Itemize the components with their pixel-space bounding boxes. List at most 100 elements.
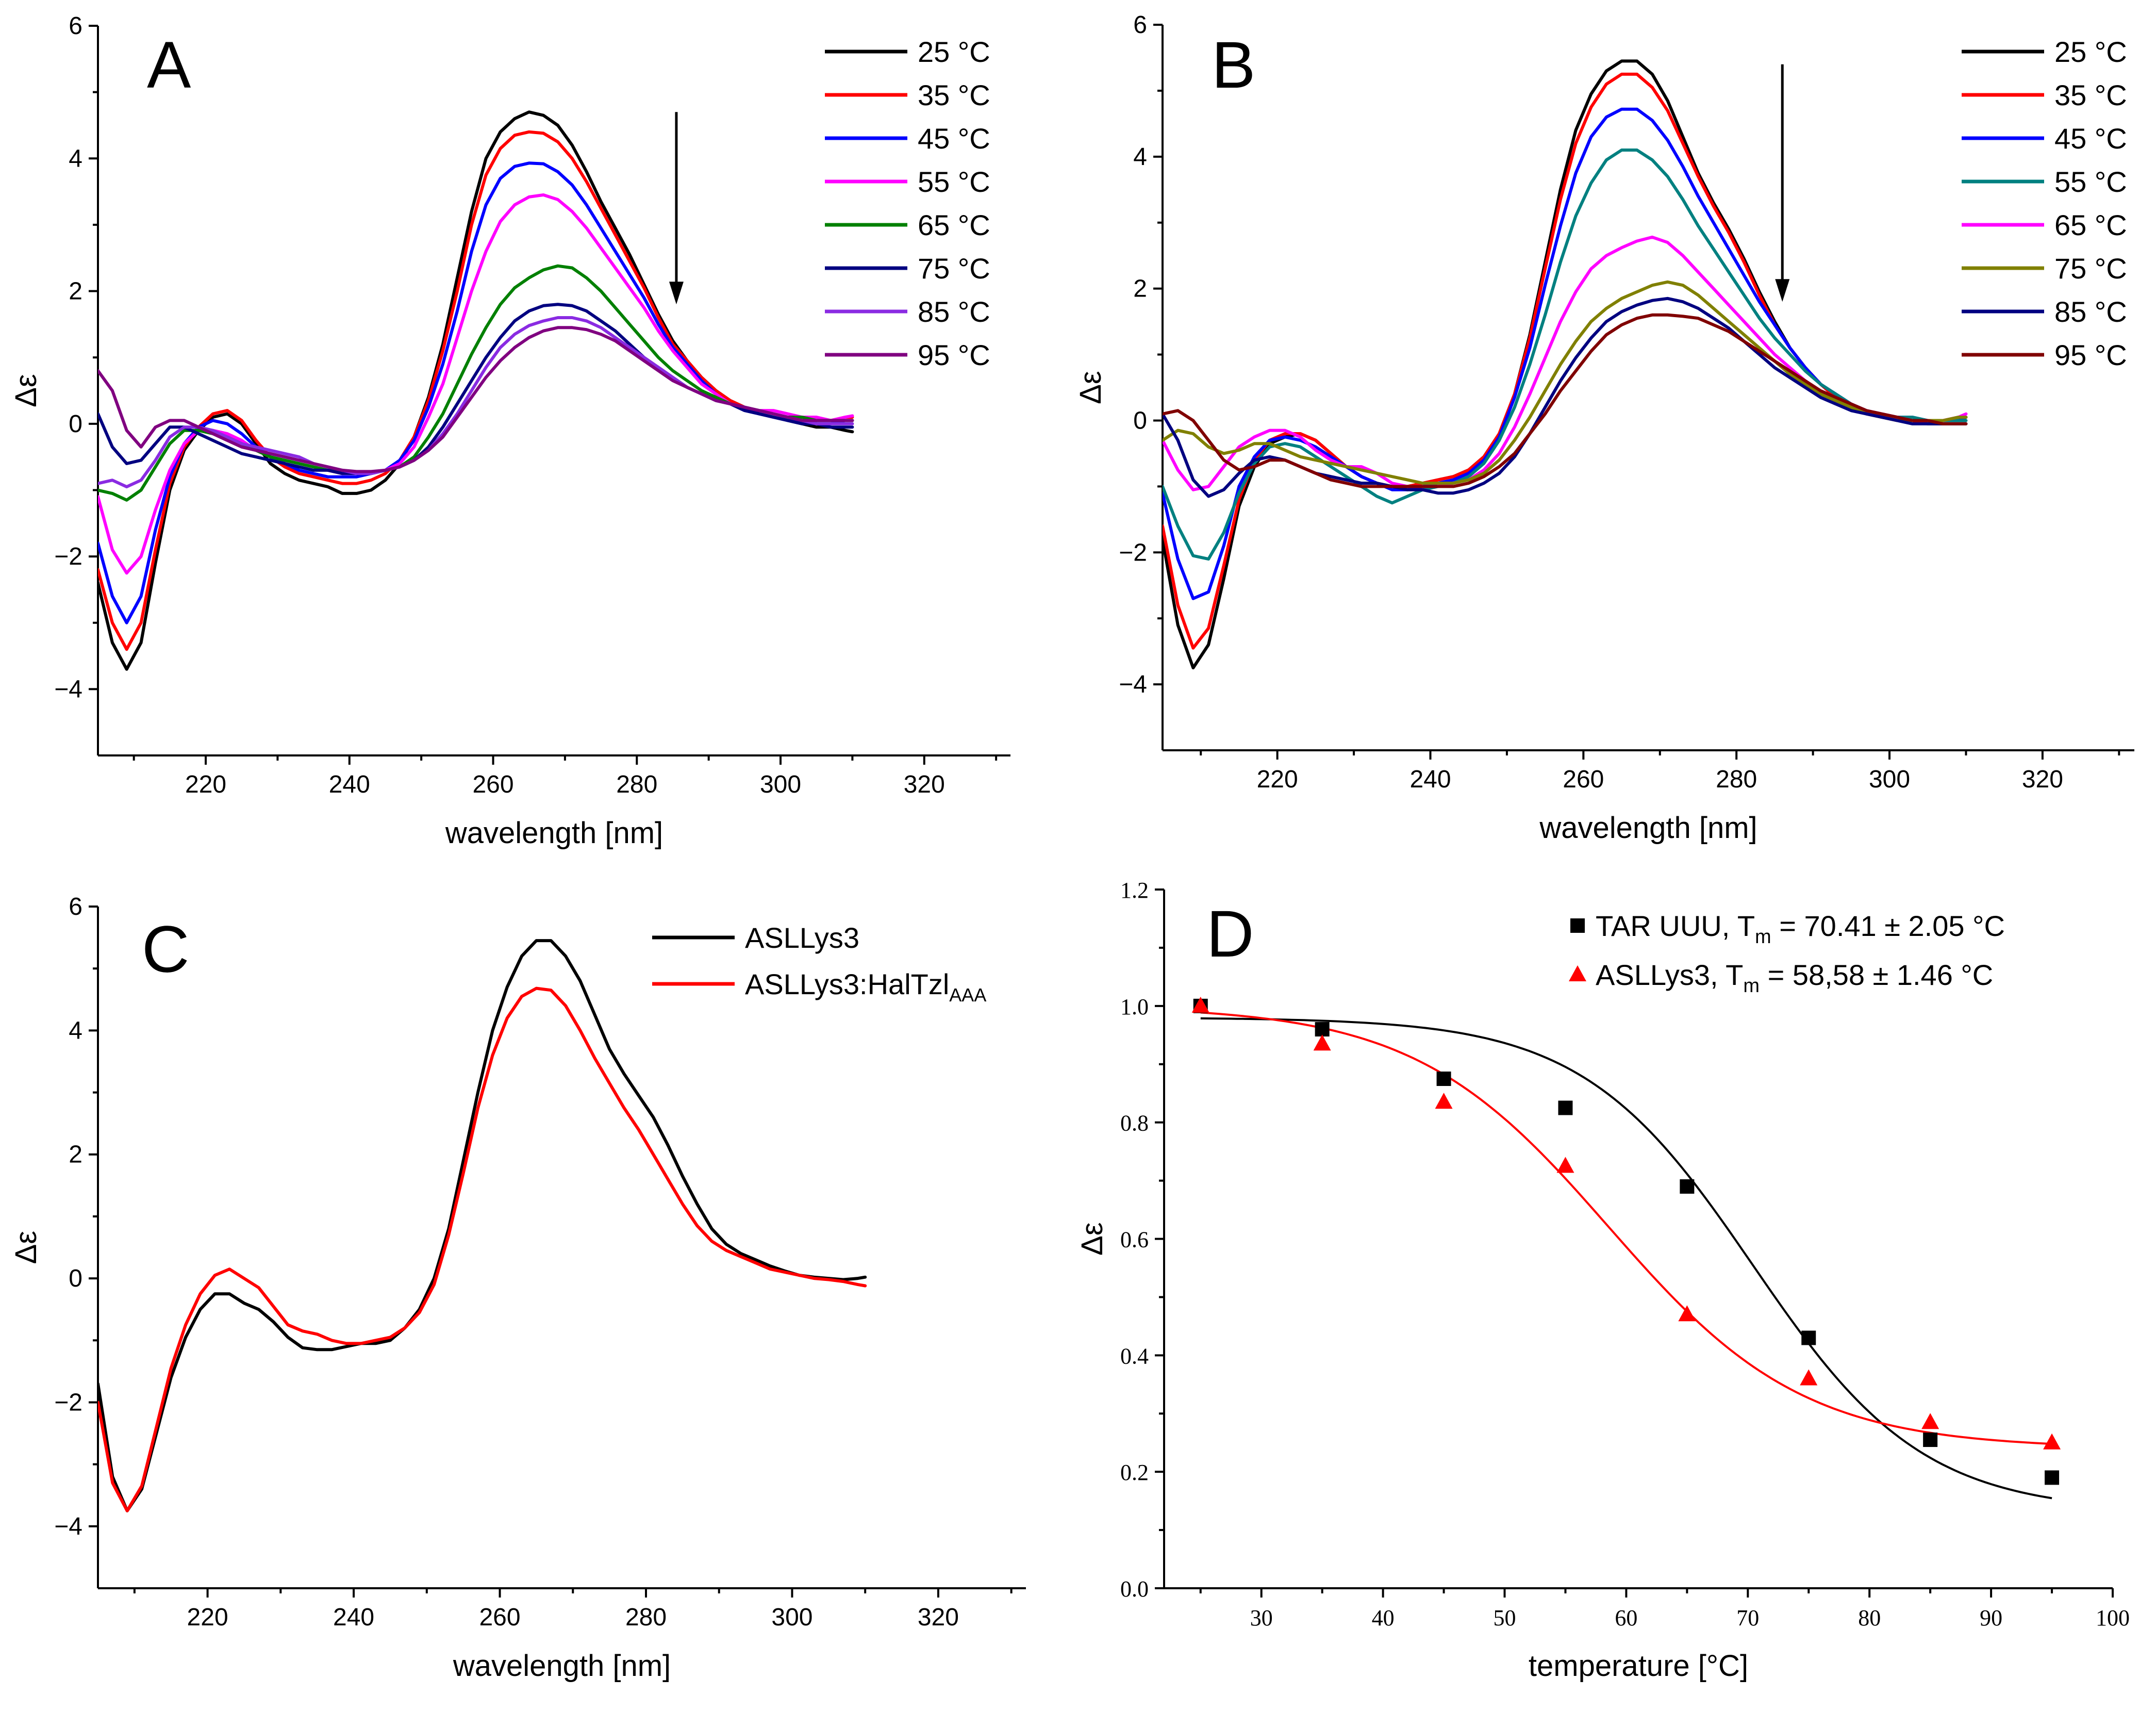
legend-label: 45 °C (918, 122, 990, 155)
x-tick-label: 90 (1980, 1605, 2002, 1631)
data-point-triangle (1921, 1413, 1939, 1429)
fit-curve-1 (1200, 1017, 2052, 1500)
y-tick-label: −4 (54, 1513, 82, 1540)
y-tick-label: 6 (69, 893, 82, 920)
x-tick-label: 320 (904, 771, 945, 798)
panel-label: B (1212, 28, 1255, 102)
x-tick-label: 240 (333, 1604, 374, 1631)
chart-panel-d: 0.0 0.2 0.4 0.6 0.8 1.0 1.2 30 40 50 60 70 80 90 100 te… (1075, 878, 2130, 1683)
data-point-triangle (1678, 1305, 1696, 1322)
plot-area (98, 939, 867, 1512)
y-tick-label: 2 (69, 1141, 82, 1168)
legend-label: 65 °C (2054, 209, 2127, 241)
legend-label: 75 °C (918, 252, 990, 285)
x-tick-label: 50 (1494, 1605, 1516, 1631)
chart-panel-b: −4 −2 0 2 4 6 220 240 260 280 300 320 wavelength [nm… (1074, 11, 2134, 845)
data-point-triangle (1191, 996, 1209, 1013)
y-tick-label: −2 (1119, 539, 1147, 566)
x-axis-title: temperature [°C] (1529, 1649, 1748, 1683)
x-tick-label: 300 (1869, 766, 1910, 793)
y-tick-label: 6 (1133, 11, 1147, 39)
y-tick-label: 4 (1133, 143, 1147, 171)
legend-label: 95 °C (918, 339, 990, 371)
y-tick-label: 2 (69, 278, 82, 305)
y-tick-label: 1.2 (1120, 878, 1149, 903)
x-tick-label: 260 (479, 1604, 520, 1631)
legend-label: 85 °C (918, 295, 990, 328)
data-point-triangle (1313, 1034, 1331, 1051)
data-point-square (2045, 1470, 2060, 1485)
series-line-7 (98, 316, 854, 488)
chart-panel-c: −4 −2 0 2 4 6 220 240 260 280 300 320 wavelength [nm… (9, 893, 1026, 1683)
x-tick-label: 240 (329, 771, 370, 798)
y-axis-title: Δε (9, 374, 43, 407)
data-point-square (1801, 1330, 1816, 1345)
panel-label: D (1206, 897, 1254, 971)
y-tick-label: 0.2 (1120, 1460, 1149, 1485)
legend-label: 65 °C (918, 209, 990, 241)
legend-label: 55 °C (2054, 166, 2127, 198)
y-tick-label: 6 (69, 12, 82, 40)
legend-label: 75 °C (2054, 252, 2127, 285)
y-tick-label: 0 (69, 1265, 82, 1292)
y-tick-label: 0.4 (1120, 1343, 1149, 1369)
y-tick-label: 2 (1133, 275, 1147, 303)
legend-label: 95 °C (2054, 339, 2127, 371)
legend-label: ASLLys3, Tm = 58,58 ± 1.46 °C (1596, 959, 1993, 997)
x-tick-label: 60 (1615, 1605, 1637, 1631)
data-point-square (1558, 1100, 1573, 1115)
temperature-arrow-head (1775, 279, 1790, 302)
y-tick-label: 0.8 (1120, 1111, 1149, 1136)
y-tick-label: 0.0 (1120, 1576, 1149, 1602)
x-axis-title: wavelength [nm] (453, 1649, 671, 1683)
x-tick-label: 280 (625, 1604, 667, 1631)
y-tick-label: −4 (1119, 671, 1147, 698)
x-tick-label: 280 (616, 771, 657, 798)
data-point-triangle (1556, 1157, 1574, 1173)
legend-label: 35 °C (918, 79, 990, 111)
series-line-5 (1163, 235, 1968, 491)
y-axis-title: Δε (1074, 371, 1107, 404)
plot-area (1200, 1011, 2052, 1500)
series-line-1 (1163, 59, 1968, 670)
panel-label: A (147, 28, 191, 102)
x-axis-title: wavelength [nm] (1539, 811, 1757, 845)
series-line-2 (98, 986, 867, 1512)
x-tick-label: 260 (1563, 766, 1604, 793)
y-tick-label: 1.0 (1120, 994, 1149, 1019)
x-tick-label: 220 (1257, 766, 1298, 793)
panel-label: C (142, 913, 189, 986)
x-tick-label: 320 (2022, 766, 2063, 793)
x-tick-label: 220 (185, 771, 226, 798)
y-tick-label: −2 (54, 543, 82, 570)
legend-label: 45 °C (2054, 122, 2127, 155)
plot-area (1163, 59, 1968, 670)
plot-area (98, 110, 854, 671)
y-tick-label: −4 (54, 676, 82, 703)
legend-label: 55 °C (918, 166, 990, 198)
x-tick-label: 320 (918, 1604, 959, 1631)
y-tick-label: 0 (1133, 407, 1147, 434)
y-axis-title: Δε (9, 1231, 43, 1264)
data-point-triangle (2043, 1433, 2061, 1450)
legend-label: ASLLys3:HalTzlAAA (745, 968, 986, 1006)
data-point-triangle (1800, 1369, 1818, 1386)
x-tick-label: 30 (1250, 1605, 1273, 1631)
x-tick-label: 80 (1858, 1605, 1881, 1631)
data-point-square (1923, 1433, 1938, 1447)
series-line-6 (98, 303, 854, 475)
temperature-arrow-head (669, 282, 684, 305)
series-line-7 (1163, 297, 1968, 498)
x-axis-title: wavelength [nm] (445, 816, 663, 850)
chart-panel-a: −4 −2 0 2 4 6 220 240 260 280 300 320 wavelength [nm… (9, 12, 1010, 850)
x-tick-label: 220 (187, 1604, 228, 1631)
y-tick-label: 4 (69, 145, 82, 172)
legend-marker (1570, 918, 1585, 933)
x-tick-label: 280 (1716, 766, 1757, 793)
x-tick-label: 300 (771, 1604, 812, 1631)
legend-label: 35 °C (2054, 79, 2127, 111)
fit-curve-2 (1200, 1011, 2052, 1445)
series-line-2 (98, 130, 854, 651)
x-tick-label: 100 (2096, 1605, 2130, 1631)
y-tick-label: 0.6 (1120, 1227, 1149, 1253)
